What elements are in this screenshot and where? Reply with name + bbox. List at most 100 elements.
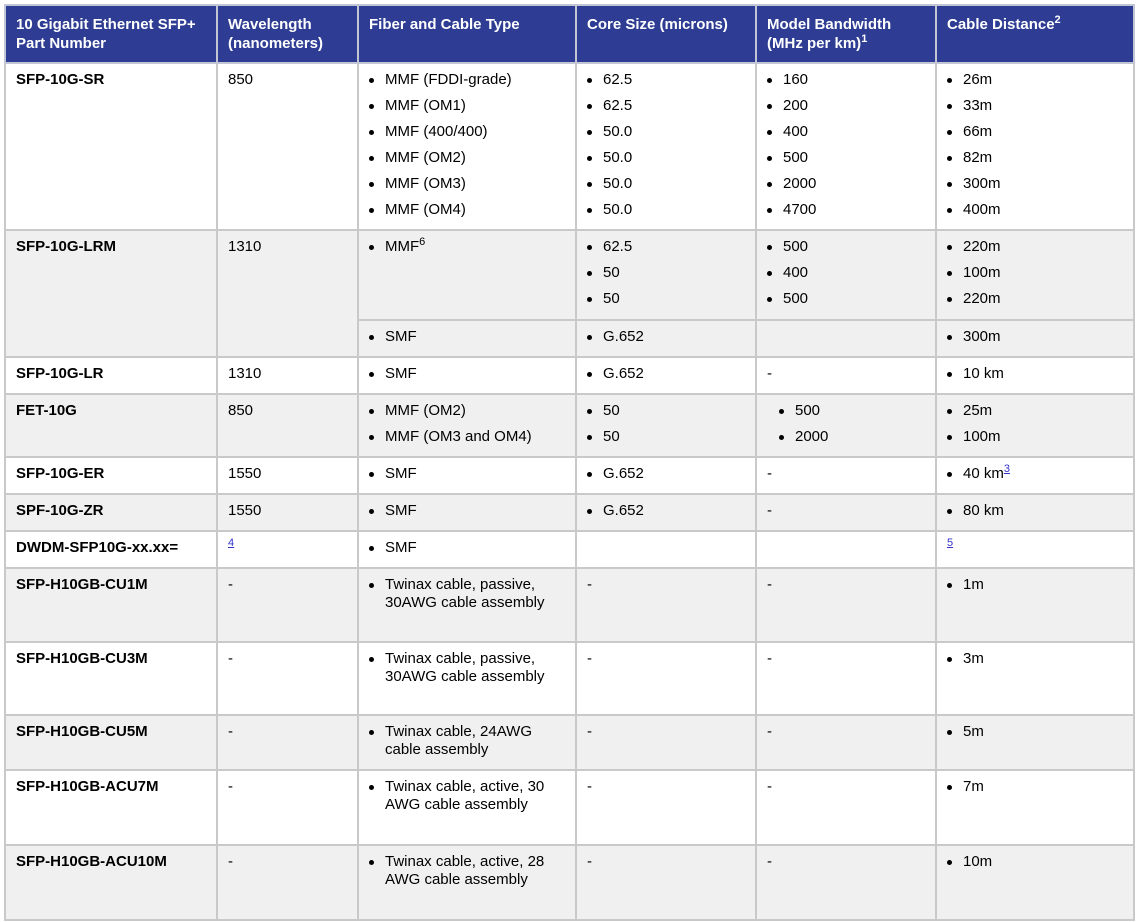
cell-fiber-type: Twinax cable, active, 28 AWG cable assem… (357, 844, 577, 921)
bullet-icon (947, 472, 952, 477)
bullet-icon (767, 104, 772, 109)
list-item: 300m (945, 175, 1125, 193)
dash-value: - (767, 778, 772, 795)
cell-part-number: SFP-10G-LRM (4, 229, 218, 358)
cell-wavelength: - (216, 769, 359, 846)
header-label: Model Bandwidth (MHz per km) (767, 16, 892, 52)
bullet-icon (947, 297, 952, 302)
cell-cable-distance: 1m (935, 567, 1135, 643)
dash-value: - (587, 576, 592, 593)
bullet-icon (369, 657, 374, 662)
cell-cable-distance: 25m 100m (935, 393, 1135, 458)
cell-model-bandwidth (755, 530, 937, 569)
distance-value: 100m (963, 264, 1001, 281)
header-label: Fiber and Cable Type (369, 16, 520, 33)
fiber-type: MMF (OM1) (385, 97, 466, 114)
cell-part-number: SFP-H10GB-ACU10M (4, 844, 218, 921)
list-item: SMF (367, 328, 567, 346)
bullet-icon (767, 271, 772, 276)
table-row-sfp-10g-sr: SFP-10G-SR 850 MMF (FDDI-grade) MMF (OM1… (4, 62, 1135, 231)
fiber-type: SMF (385, 328, 417, 345)
list-item: 33m (945, 97, 1125, 115)
bullet-icon (947, 130, 952, 135)
bullet-icon (587, 78, 592, 83)
bullet-icon (947, 372, 952, 377)
cell-cable-distance: 5m (935, 714, 1135, 771)
list-item: 220m (945, 290, 1125, 308)
fiber-type: MMF (OM4) (385, 201, 466, 218)
distance-value: 7m (963, 778, 984, 795)
list-item: G.652 (585, 365, 747, 383)
footnote-link-3[interactable]: 3 (1003, 463, 1010, 475)
distance-value: 40 km3 (963, 463, 1010, 483)
sfp-compatibility-table: 10 Gigabit Ethernet SFP+ Part Number Wav… (4, 4, 1135, 921)
distance-value: 220m (963, 290, 1001, 307)
list-item: 400m (945, 201, 1125, 219)
cell-fiber-type: Twinax cable, active, 30 AWG cable assem… (357, 769, 577, 846)
cell-wavelength: - (216, 714, 359, 771)
list-item: 1m (945, 576, 1125, 594)
footnote-marker-2: 2 (1054, 14, 1061, 26)
list-item: 100m (945, 428, 1125, 446)
bullet-icon (587, 130, 592, 135)
table-row-sfp-h10gb-cu5m: SFP-H10GB-CU5M - Twinax cable, 24AWG cab… (4, 714, 1135, 771)
cell-wavelength: 1550 (216, 493, 359, 532)
cell-fiber-type: SMF (357, 493, 577, 532)
bullet-icon (947, 409, 952, 414)
fiber-type: Twinax cable, 24AWG cable assembly (385, 723, 533, 758)
dash-value: - (228, 853, 233, 870)
bullet-icon (369, 104, 374, 109)
footnote-link-5[interactable]: 5 (947, 537, 954, 549)
header-wavelength: Wavelength (nanometers) (216, 4, 359, 64)
bullet-icon (947, 78, 952, 83)
list-item: 40 km3 (945, 463, 1125, 483)
part-number: SPF-10G-ZR (16, 502, 104, 519)
bullet-icon (767, 182, 772, 187)
dash-value: - (587, 778, 592, 795)
list-item: 50 (585, 264, 747, 282)
cell-part-number: DWDM-SFP10G-xx.xx= (4, 530, 218, 569)
list-item: 50 (585, 402, 747, 420)
cell-part-number: SFP-10G-SR (4, 62, 218, 231)
footnote-link-4[interactable]: 4 (228, 537, 235, 549)
cell-cable-distance: 3m (935, 641, 1135, 716)
bullet-icon (947, 435, 952, 440)
bullet-icon (947, 583, 952, 588)
bullet-icon (587, 297, 592, 302)
bullet-icon (369, 546, 374, 551)
bullet-icon (587, 208, 592, 213)
cell-part-number: SFP-10G-ER (4, 456, 218, 495)
bullet-icon (369, 860, 374, 865)
cell-wavelength: 850 (216, 62, 359, 231)
header-model-bandwidth: Model Bandwidth (MHz per km)1 (755, 4, 937, 64)
list-item: 100m (945, 264, 1125, 282)
header-cable-distance: Cable Distance2 (935, 4, 1135, 64)
dash-value: - (767, 465, 772, 482)
cell-model-bandwidth: - (755, 567, 937, 643)
bullet-icon (369, 409, 374, 414)
list-item: MMF (FDDI-grade) (367, 71, 567, 89)
distance-value: 220m (963, 238, 1001, 255)
cell-model-bandwidth: - (755, 714, 937, 771)
core-size: 62.5 (603, 71, 633, 88)
cell-part-number: SPF-10G-ZR (4, 493, 218, 532)
wavelength-value: 1310 (228, 365, 262, 382)
cell-fiber-type: Twinax cable, passive, 30AWG cable assem… (357, 567, 577, 643)
bullet-icon (779, 435, 784, 440)
table-row-sfp-h10gb-cu3m: SFP-H10GB-CU3M - Twinax cable, passive, … (4, 641, 1135, 716)
cell-model-bandwidth: - (755, 456, 937, 495)
header-row: 10 Gigabit Ethernet SFP+ Part Number Wav… (4, 4, 1135, 64)
bullet-icon (369, 583, 374, 588)
bullet-icon (767, 130, 772, 135)
list-item: 3m (945, 650, 1125, 668)
part-number: SFP-10G-ER (16, 465, 105, 482)
cell-core-size: - (575, 844, 757, 921)
core-size: G.652 (603, 328, 644, 345)
list-item: 400 (765, 123, 927, 141)
bullet-icon (369, 785, 374, 790)
header-label: Cable Distance (947, 16, 1055, 33)
bullet-icon (369, 182, 374, 187)
distance-value: 5m (963, 723, 984, 740)
header-part-number: 10 Gigabit Ethernet SFP+ Part Number (4, 4, 218, 64)
core-size: 50 (603, 428, 620, 445)
